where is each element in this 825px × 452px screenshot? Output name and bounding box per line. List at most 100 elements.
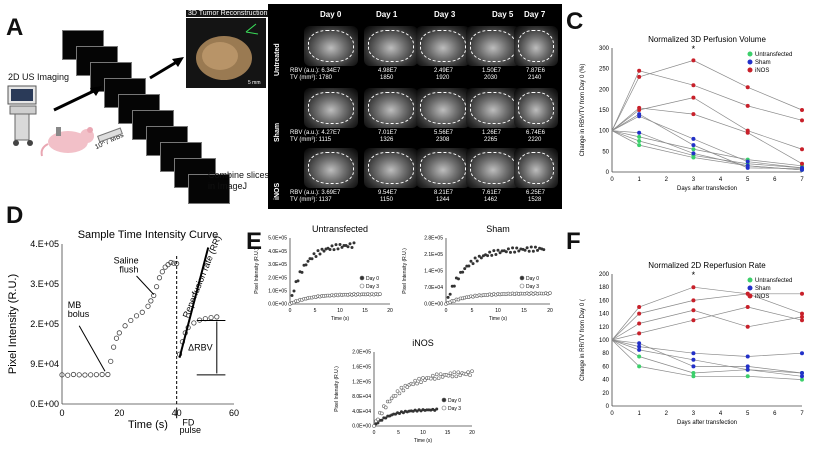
y-axis-label: Change in RR/TV from Day 0 ( xyxy=(580,299,586,381)
y-tick-label: 150 xyxy=(599,108,610,114)
data-point xyxy=(139,309,145,315)
data-point xyxy=(745,324,750,329)
data-point xyxy=(548,291,552,295)
annotation-rr: Reperfusion rate (RR) xyxy=(181,234,223,319)
data-point xyxy=(387,399,392,404)
data-point xyxy=(450,374,455,379)
saline-flush-arrow xyxy=(136,275,155,295)
x-tick-label: 20 xyxy=(469,430,475,436)
data-point xyxy=(318,252,322,256)
reconstruction-label: 3D Tumor Reconstruction xyxy=(186,10,270,17)
legend-label: Day 3 xyxy=(526,284,539,290)
data-point xyxy=(637,143,642,148)
data-point xyxy=(473,256,477,260)
data-point xyxy=(446,295,450,299)
data-point xyxy=(637,130,642,135)
us-image xyxy=(514,148,558,188)
chart-e-inos: 0 5 10 15 20 0.0E+00 4.0E+04 8.0E+04 1.2E+05 1.6E… xyxy=(334,338,475,444)
y-tick-label: 0.0E+00 xyxy=(268,302,287,308)
data-point xyxy=(310,257,314,261)
x-tick-label: 3 xyxy=(692,177,696,183)
tv-value: 1462 xyxy=(484,197,498,203)
data-point xyxy=(417,376,421,381)
data-point xyxy=(637,68,642,73)
x-tick-label: 20 xyxy=(387,308,393,314)
data-point xyxy=(800,147,804,152)
legend-label: Sham xyxy=(755,60,771,66)
3d-reconstruction xyxy=(186,18,266,88)
tv-value: 1528 xyxy=(528,197,542,203)
y-tick-label: 80 xyxy=(602,351,609,357)
data-point xyxy=(99,371,105,378)
day-header: Day 5 xyxy=(492,10,514,19)
legend-label: Day 3 xyxy=(448,406,461,412)
data-point xyxy=(800,118,804,123)
data-point xyxy=(745,367,750,372)
data-point xyxy=(393,394,398,398)
data-point xyxy=(475,259,479,263)
tv-value: 2220 xyxy=(528,137,542,143)
chart-c: 0 1 2 3 4 5 6 7 0 50 100 150 200 250 300 Days after tra… xyxy=(580,35,804,192)
mouse-icon xyxy=(40,127,94,157)
legend-label: Day 3 xyxy=(366,284,379,290)
y-axis-label: Pixel Intensity (R.U.) xyxy=(254,248,260,294)
data-point xyxy=(330,244,334,248)
data-point xyxy=(479,256,483,260)
y-tick-label: 1.4E+05 xyxy=(424,269,443,275)
x-axis-label: Days after transfection xyxy=(677,186,737,192)
rbv-value: RBV (a.u.): 6.34E7 xyxy=(290,68,341,74)
data-point xyxy=(76,372,82,378)
tv-value: 2140 xyxy=(528,75,542,81)
data-point xyxy=(691,83,696,88)
legend-label: Day 0 xyxy=(526,276,539,282)
legend-marker xyxy=(747,277,753,283)
y-axis-label: Change in RBV/TV from Day 0 (%) xyxy=(580,64,586,157)
tv-value: 1920 xyxy=(436,75,450,81)
us-image xyxy=(416,148,470,188)
us-image xyxy=(364,88,418,128)
x-tick-label: 2 xyxy=(665,177,669,183)
day-header: Day 3 xyxy=(434,10,456,19)
x-tick-label: 15 xyxy=(521,308,527,314)
legend-marker xyxy=(441,397,447,403)
mb-bolus-arrow xyxy=(78,325,106,372)
data-point xyxy=(637,364,642,369)
data-point xyxy=(800,167,804,172)
data-point xyxy=(411,382,415,387)
data-point xyxy=(399,385,404,390)
y-tick-label: 40 xyxy=(602,378,609,384)
x-tick-label: 5 xyxy=(397,430,400,436)
data-point xyxy=(151,292,157,299)
annotation-saline: Saline xyxy=(114,256,139,266)
data-point xyxy=(533,245,537,249)
data-point xyxy=(745,305,750,309)
data-point xyxy=(691,147,696,152)
data-point xyxy=(446,373,451,378)
day-header: Day 0 xyxy=(320,10,342,19)
y-tick-label: 20 xyxy=(602,391,609,397)
data-point xyxy=(419,380,423,385)
y-tick-label: 2.1E+05 xyxy=(424,252,443,258)
x-tick-label: 2 xyxy=(665,411,669,417)
y-tick-label: 250 xyxy=(599,67,610,73)
chart-e-sham: 0 5 10 15 20 0.0E+00 7.0E+04 1.4E+05 2.1E+05 2.8E… xyxy=(402,224,553,322)
data-point xyxy=(691,95,696,100)
legend-label: Untransfected xyxy=(755,278,792,284)
day-header: Day 1 xyxy=(376,10,398,19)
data-point xyxy=(116,330,122,336)
data-point xyxy=(316,249,320,253)
legend-marker xyxy=(747,51,753,57)
data-point xyxy=(397,411,401,415)
data-point xyxy=(745,374,750,379)
significance-marker: * xyxy=(692,44,696,54)
chart-f: 0 1 2 3 4 5 6 7 0 20 40 60 80 100 120 140 160 180 200 Days … xyxy=(580,261,804,426)
data-point xyxy=(70,371,77,378)
panel-a-label: A xyxy=(6,14,24,41)
data-point xyxy=(431,373,435,378)
data-point xyxy=(458,373,463,378)
data-point xyxy=(536,248,540,252)
data-point xyxy=(401,388,406,393)
data-point xyxy=(452,284,456,288)
x-tick-label: 1 xyxy=(637,177,641,183)
data-point xyxy=(745,354,750,359)
